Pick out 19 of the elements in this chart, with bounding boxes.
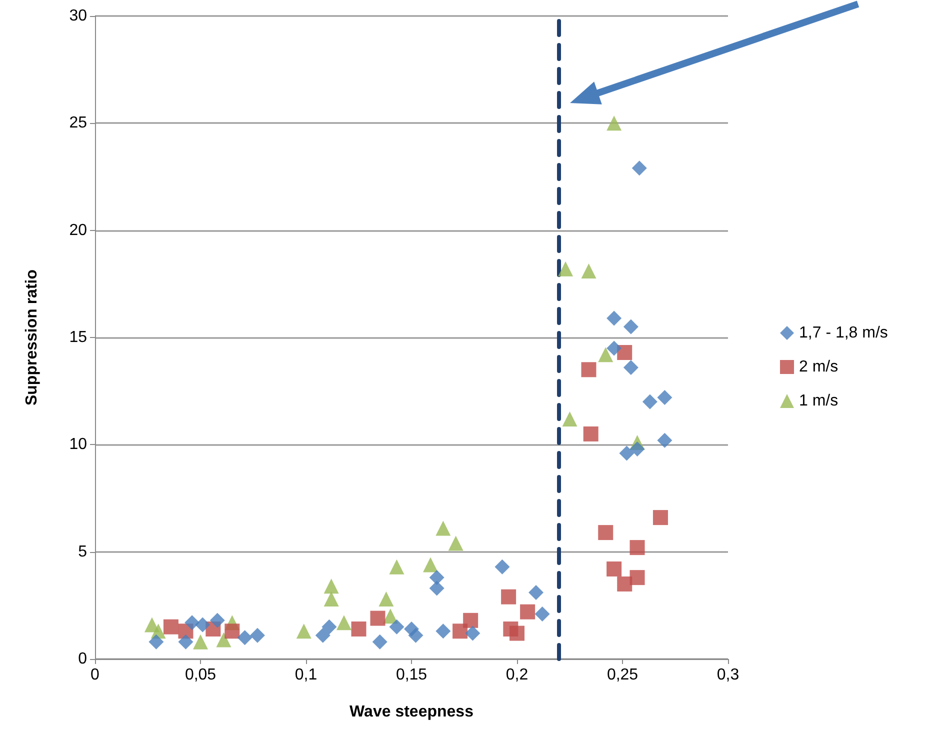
y-axis-title: Suppression ratio <box>24 269 40 406</box>
x-tick-label: 0,15 <box>396 666 428 684</box>
y-tick-label: 10 <box>69 436 88 454</box>
x-tick-label: 0,1 <box>294 666 318 684</box>
x-tick-label: 0,05 <box>184 666 216 684</box>
x-tick-label: 0 <box>90 666 100 684</box>
x-axis-title: Wave steepness <box>350 704 474 720</box>
y-tick-label: 30 <box>69 8 88 24</box>
y-tick-label: 0 <box>78 650 88 668</box>
legend-label: 1,7 - 1,8 m/s <box>799 324 888 342</box>
x-tick-label: 0,3 <box>716 666 740 684</box>
y-tick-label: 25 <box>69 114 88 132</box>
legend-label: 2 m/s <box>799 358 838 376</box>
x-tick-label: 0,2 <box>506 666 528 684</box>
y-tick-label: 5 <box>78 543 88 560</box>
legend-label: 1 m/s <box>799 392 838 410</box>
x-tick-label: 0,25 <box>606 666 638 684</box>
y-tick-label: 15 <box>69 329 88 346</box>
y-tick-label: 20 <box>69 222 88 239</box>
